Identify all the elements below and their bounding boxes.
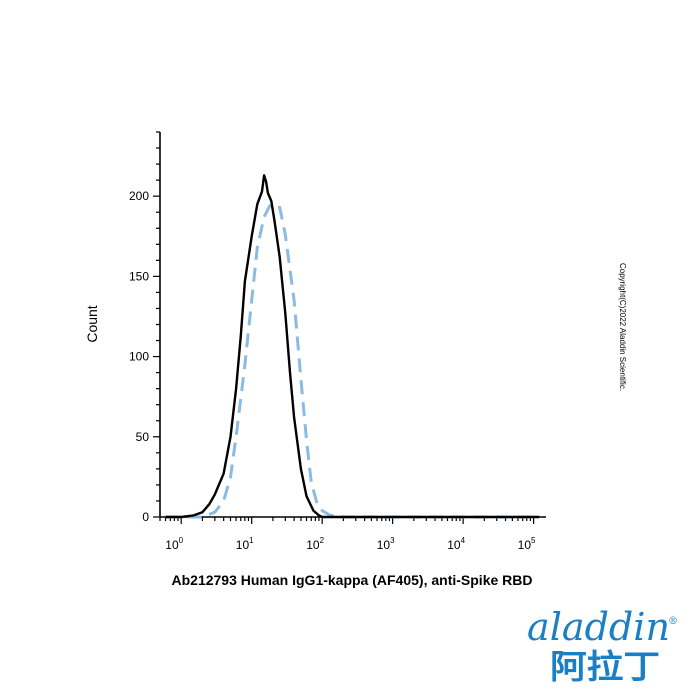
- y-tick-label: 50: [136, 430, 150, 444]
- x-axis-ticks: 100 101 102 103 104 105: [159, 517, 536, 552]
- x-tick-label: 100: [165, 536, 183, 552]
- y-tick-label: 0: [142, 510, 149, 524]
- brand-wordmark: aladdin: [527, 605, 670, 649]
- x-axis-title: Ab212793 Human IgG1-kappa (AF405), anti-…: [172, 572, 533, 588]
- x-tick-label: 105: [518, 536, 536, 552]
- y-tick-label: 100: [129, 350, 149, 364]
- solid-series-line: [165, 174, 540, 519]
- aladdin-logo: aladdin ® 阿拉丁: [527, 605, 678, 686]
- series-layer: [165, 174, 540, 519]
- x-tick-label: 101: [236, 536, 254, 552]
- y-tick-label: 200: [129, 189, 149, 203]
- x-tick-label: 102: [306, 536, 324, 552]
- axes: 0 50 100 150 200 100 101 102 103 104 105: [129, 131, 546, 552]
- brand-registered-mark: ®: [668, 616, 678, 627]
- y-axis-title: Count: [84, 305, 100, 342]
- dashed-series-line: [165, 204, 540, 519]
- y-tick-label: 150: [129, 269, 149, 283]
- copyright-notice: Copyright(C)2022 Aladdin Scientific.: [618, 263, 627, 391]
- x-tick-label: 104: [447, 536, 465, 552]
- x-tick-label: 103: [377, 536, 395, 552]
- brand-chinese-name: 阿拉丁: [550, 647, 660, 686]
- y-axis-ticks: 0 50 100 150 200: [129, 131, 160, 524]
